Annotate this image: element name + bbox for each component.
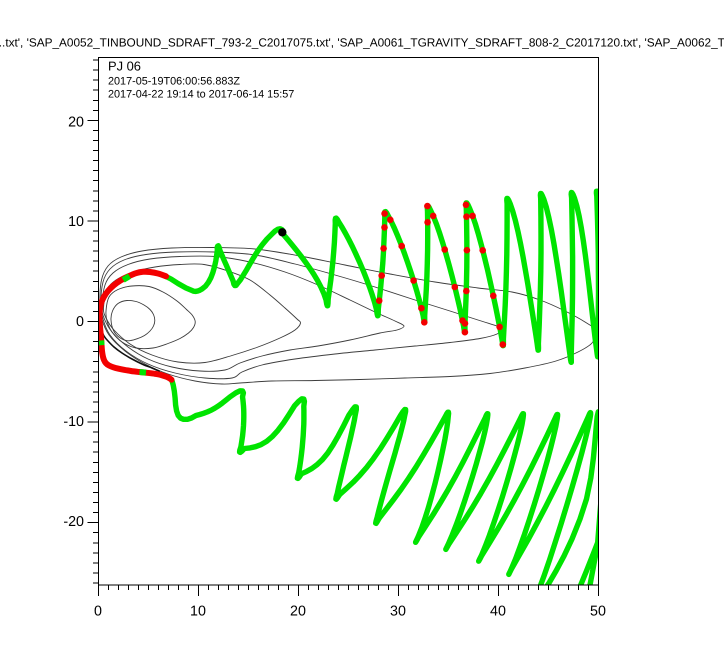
svg-text:-20: -20 <box>63 514 84 530</box>
svg-text:2017-05-19T06:00:56.883Z: 2017-05-19T06:00:56.883Z <box>108 75 240 87</box>
svg-text:50: 50 <box>590 603 606 619</box>
svg-text:2017-04-22 19:14 to 2017-06-14: 2017-04-22 19:14 to 2017-06-14 15:57 <box>108 89 294 101</box>
svg-text:PJ 06: PJ 06 <box>108 59 141 74</box>
svg-text:0: 0 <box>76 314 84 330</box>
svg-text:0: 0 <box>94 603 102 619</box>
svg-text:40: 40 <box>490 603 506 619</box>
svg-text:-10: -10 <box>63 414 84 430</box>
svg-text:...txt', 'SAP_A0052_TINBOUND_S: ...txt', 'SAP_A0052_TINBOUND_SDRAFT_793-… <box>0 36 724 50</box>
svg-text:20: 20 <box>290 603 306 619</box>
svg-text:30: 30 <box>390 603 406 619</box>
svg-text:10: 10 <box>68 214 84 230</box>
svg-text:20: 20 <box>68 115 84 131</box>
svg-text:10: 10 <box>190 603 206 619</box>
